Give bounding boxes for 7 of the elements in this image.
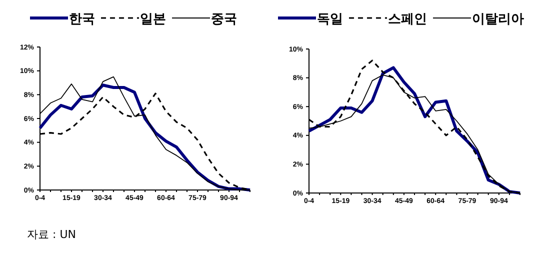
legend-label: 중국 xyxy=(211,12,237,27)
legend-label: 일본 xyxy=(140,12,166,27)
text: 자료 : UN xyxy=(27,228,76,241)
legend-label: 독일 xyxy=(317,12,343,27)
legend-label: 이탈리아 xyxy=(472,12,524,27)
legend-label: 스페인 xyxy=(388,12,427,27)
legend-label: 한국 xyxy=(69,12,95,27)
